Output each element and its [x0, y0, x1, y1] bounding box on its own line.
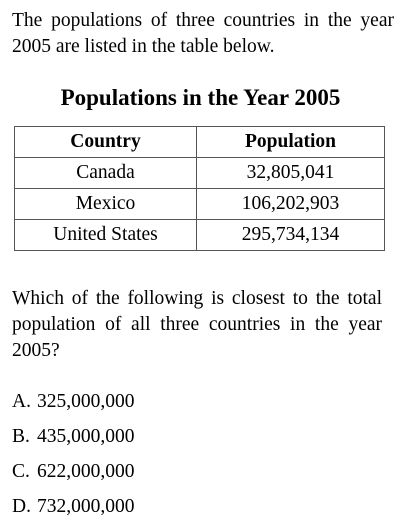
cell-population: 106,202,903	[196, 188, 385, 220]
table-row: Canada 32,805,041	[14, 157, 385, 189]
choice-c[interactable]: C. 622,000,000	[12, 459, 135, 494]
header-country: Country	[14, 126, 197, 158]
question-text: Which of the following is closest to the…	[12, 288, 382, 361]
cell-country: Canada	[14, 157, 197, 189]
choice-d[interactable]: D. 732,000,000	[12, 494, 135, 529]
choice-letter: B.	[12, 426, 30, 447]
choice-text: 325,000,000	[37, 391, 135, 412]
choice-text: 435,000,000	[37, 426, 135, 447]
table-title: Populations in the Year 2005	[60, 85, 341, 110]
cell-country: United States	[14, 219, 197, 251]
choice-text: 622,000,000	[37, 461, 135, 482]
choice-text: 732,000,000	[37, 496, 135, 517]
intro-text: The populations of three countries in th…	[12, 10, 394, 57]
choice-letter: C.	[12, 461, 30, 482]
answer-choices: A. 325,000,000 B. 435,000,000 C. 622,000,00…	[12, 389, 135, 529]
table-row: Mexico 106,202,903	[14, 188, 385, 220]
choice-b[interactable]: B. 435,000,000	[12, 424, 135, 459]
choice-letter: A.	[12, 391, 31, 412]
cell-population: 295,734,134	[196, 219, 385, 251]
cell-country: Mexico	[14, 188, 197, 220]
choice-letter: D.	[12, 496, 31, 517]
table-row: United States 295,734,134	[14, 219, 385, 251]
population-table: Country Population Canada 32,805,041 Mex…	[14, 126, 385, 251]
cell-population: 32,805,041	[196, 157, 385, 189]
choice-a[interactable]: A. 325,000,000	[12, 389, 135, 424]
header-population: Population	[196, 126, 385, 158]
table-header-row: Country Population	[14, 126, 385, 158]
